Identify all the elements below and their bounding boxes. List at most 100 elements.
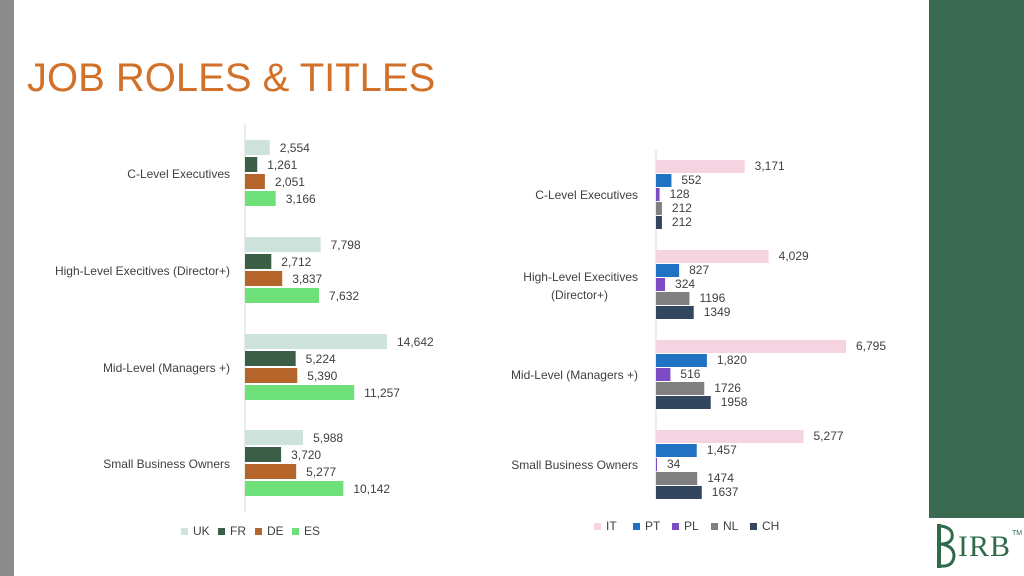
bar-uk-mid-level-managers [245, 334, 387, 349]
bar-nl-c-level-executives [656, 202, 662, 215]
bar-fr-high-level-execitives-director [245, 254, 272, 269]
data-label-de-high-level-execitives-director: 3,837 [292, 272, 322, 286]
trademark-mark: TM [1012, 530, 1023, 537]
legend-swatch-fr [218, 528, 225, 535]
data-label-nl-small-business-owners: 1474 [707, 471, 734, 485]
bar-uk-high-level-execitives-director [245, 237, 321, 252]
legend-swatch-es [292, 528, 299, 535]
bar-it-mid-level-managers [656, 340, 846, 353]
data-label-uk-high-level-execitives-director: 7,798 [331, 238, 361, 252]
chart-1-category-label-high-level-execitives-director: High-Level Execitives (Director+) [55, 264, 230, 278]
legend-label-pl: PL [684, 519, 699, 533]
legend-label-ch: CH [762, 519, 779, 533]
legend-label-pt: PT [645, 519, 661, 533]
bar-fr-small-business-owners [245, 447, 282, 462]
data-label-es-c-level-executives: 3,166 [286, 192, 316, 206]
bar-pl-small-business-owners [656, 458, 657, 471]
bar-it-high-level-execitives-director [656, 250, 769, 263]
bar-nl-mid-level-managers [656, 382, 705, 395]
data-label-it-mid-level-managers: 6,795 [856, 339, 886, 353]
bar-pl-c-level-executives [656, 188, 660, 201]
bar-es-c-level-executives [245, 191, 276, 206]
bar-es-high-level-execitives-director [245, 288, 320, 303]
data-label-pl-c-level-executives: 128 [670, 187, 690, 201]
data-label-fr-mid-level-managers: 5,224 [306, 352, 336, 366]
irb-logo-mark-icon [937, 524, 956, 568]
data-label-ch-c-level-executives: 212 [672, 215, 692, 229]
bar-ch-mid-level-managers [656, 396, 711, 409]
legend-swatch-nl [711, 523, 718, 530]
bar-nl-high-level-execitives-director [656, 292, 690, 305]
right-side-panel [929, 0, 1024, 576]
bar-es-small-business-owners [245, 481, 344, 496]
left-edge-strip [0, 0, 14, 576]
chart-1-category-label-mid-level-managers: Mid-Level (Managers +) [103, 361, 230, 375]
bar-pt-high-level-execitives-director [656, 264, 680, 277]
legend-label-nl: NL [723, 519, 739, 533]
data-label-nl-c-level-executives: 212 [672, 201, 692, 215]
data-label-ch-high-level-execitives-director: 1349 [704, 305, 731, 319]
bar-es-mid-level-managers [245, 385, 355, 400]
data-label-pt-mid-level-managers: 1,820 [717, 353, 747, 367]
legend-label-uk: UK [193, 524, 210, 538]
bar-pt-mid-level-managers [656, 354, 707, 367]
bar-uk-small-business-owners [245, 430, 304, 445]
bar-it-small-business-owners [656, 430, 804, 443]
bar-uk-c-level-executives [245, 140, 270, 155]
legend-swatch-pt [633, 523, 640, 530]
data-label-uk-c-level-executives: 2,554 [280, 141, 310, 155]
bar-de-c-level-executives [245, 174, 265, 189]
legend-label-de: DE [267, 524, 284, 538]
legend-label-es: ES [304, 524, 320, 538]
data-label-uk-mid-level-managers: 14,642 [397, 335, 434, 349]
bar-it-c-level-executives [656, 160, 745, 173]
data-label-pt-high-level-execitives-director: 827 [689, 263, 709, 277]
legend-label-fr: FR [230, 524, 246, 538]
data-label-it-high-level-execitives-director: 4,029 [779, 249, 809, 263]
bar-de-mid-level-managers [245, 368, 298, 383]
legend-swatch-de [255, 528, 262, 535]
data-label-pl-small-business-owners: 34 [667, 457, 681, 471]
bar-ch-high-level-execitives-director [656, 306, 694, 319]
bar-nl-small-business-owners [656, 472, 698, 485]
irb-logo-text: IRB [958, 530, 1012, 563]
bar-de-high-level-execitives-director [245, 271, 283, 286]
bar-pt-small-business-owners [656, 444, 697, 457]
chart-2-category-label-high-level-execitives-director: High-Level Execitives (Director+) [523, 270, 638, 302]
data-label-pl-mid-level-managers: 516 [680, 367, 700, 381]
data-label-pt-c-level-executives: 552 [681, 173, 701, 187]
chart-2-category-label-small-business-owners: Small Business Owners [511, 458, 638, 472]
data-label-pl-high-level-execitives-director: 324 [675, 277, 695, 291]
legend-swatch-ch [750, 523, 757, 530]
data-label-pt-small-business-owners: 1,457 [707, 443, 737, 457]
data-label-de-small-business-owners: 5,277 [306, 465, 336, 479]
charts-canvas: C-Level Executives 2,554 1,261 2,051 3,166 Hi… [55, 124, 886, 538]
bar-pl-high-level-execitives-director [656, 278, 666, 291]
data-label-it-small-business-owners: 5,277 [814, 429, 844, 443]
data-label-fr-high-level-execitives-director: 2,712 [281, 255, 311, 269]
bar-fr-c-level-executives [245, 157, 258, 172]
legend-label-it: IT [606, 519, 617, 533]
legend-swatch-it [594, 523, 601, 530]
chart-1-category-label-c-level-executives: C-Level Executives [127, 167, 230, 181]
data-label-de-c-level-executives: 2,051 [275, 175, 305, 189]
chart-1-category-label-small-business-owners: Small Business Owners [103, 457, 230, 471]
chart-2-category-label-c-level-executives: C-Level Executives [535, 188, 638, 202]
data-label-nl-high-level-execitives-director: 1196 [699, 291, 725, 305]
data-label-fr-c-level-executives: 1,261 [267, 158, 297, 172]
data-label-es-mid-level-managers: 11,257 [364, 386, 400, 400]
bar-pl-mid-level-managers [656, 368, 671, 381]
page-title: JOB ROLES & TITLES [27, 56, 436, 100]
bar-ch-small-business-owners [656, 486, 702, 499]
data-label-fr-small-business-owners: 3,720 [291, 448, 321, 462]
data-label-es-high-level-execitives-director: 7,632 [329, 289, 359, 303]
bar-fr-mid-level-managers [245, 351, 296, 366]
legend-swatch-uk [181, 528, 188, 535]
bar-ch-c-level-executives [656, 216, 662, 229]
data-label-nl-mid-level-managers: 1726 [714, 381, 741, 395]
data-label-it-c-level-executives: 3,171 [755, 159, 785, 173]
data-label-ch-small-business-owners: 1637 [712, 485, 739, 499]
data-label-uk-small-business-owners: 5,988 [313, 431, 343, 445]
legend-swatch-pl [672, 523, 679, 530]
bar-de-small-business-owners [245, 464, 297, 479]
